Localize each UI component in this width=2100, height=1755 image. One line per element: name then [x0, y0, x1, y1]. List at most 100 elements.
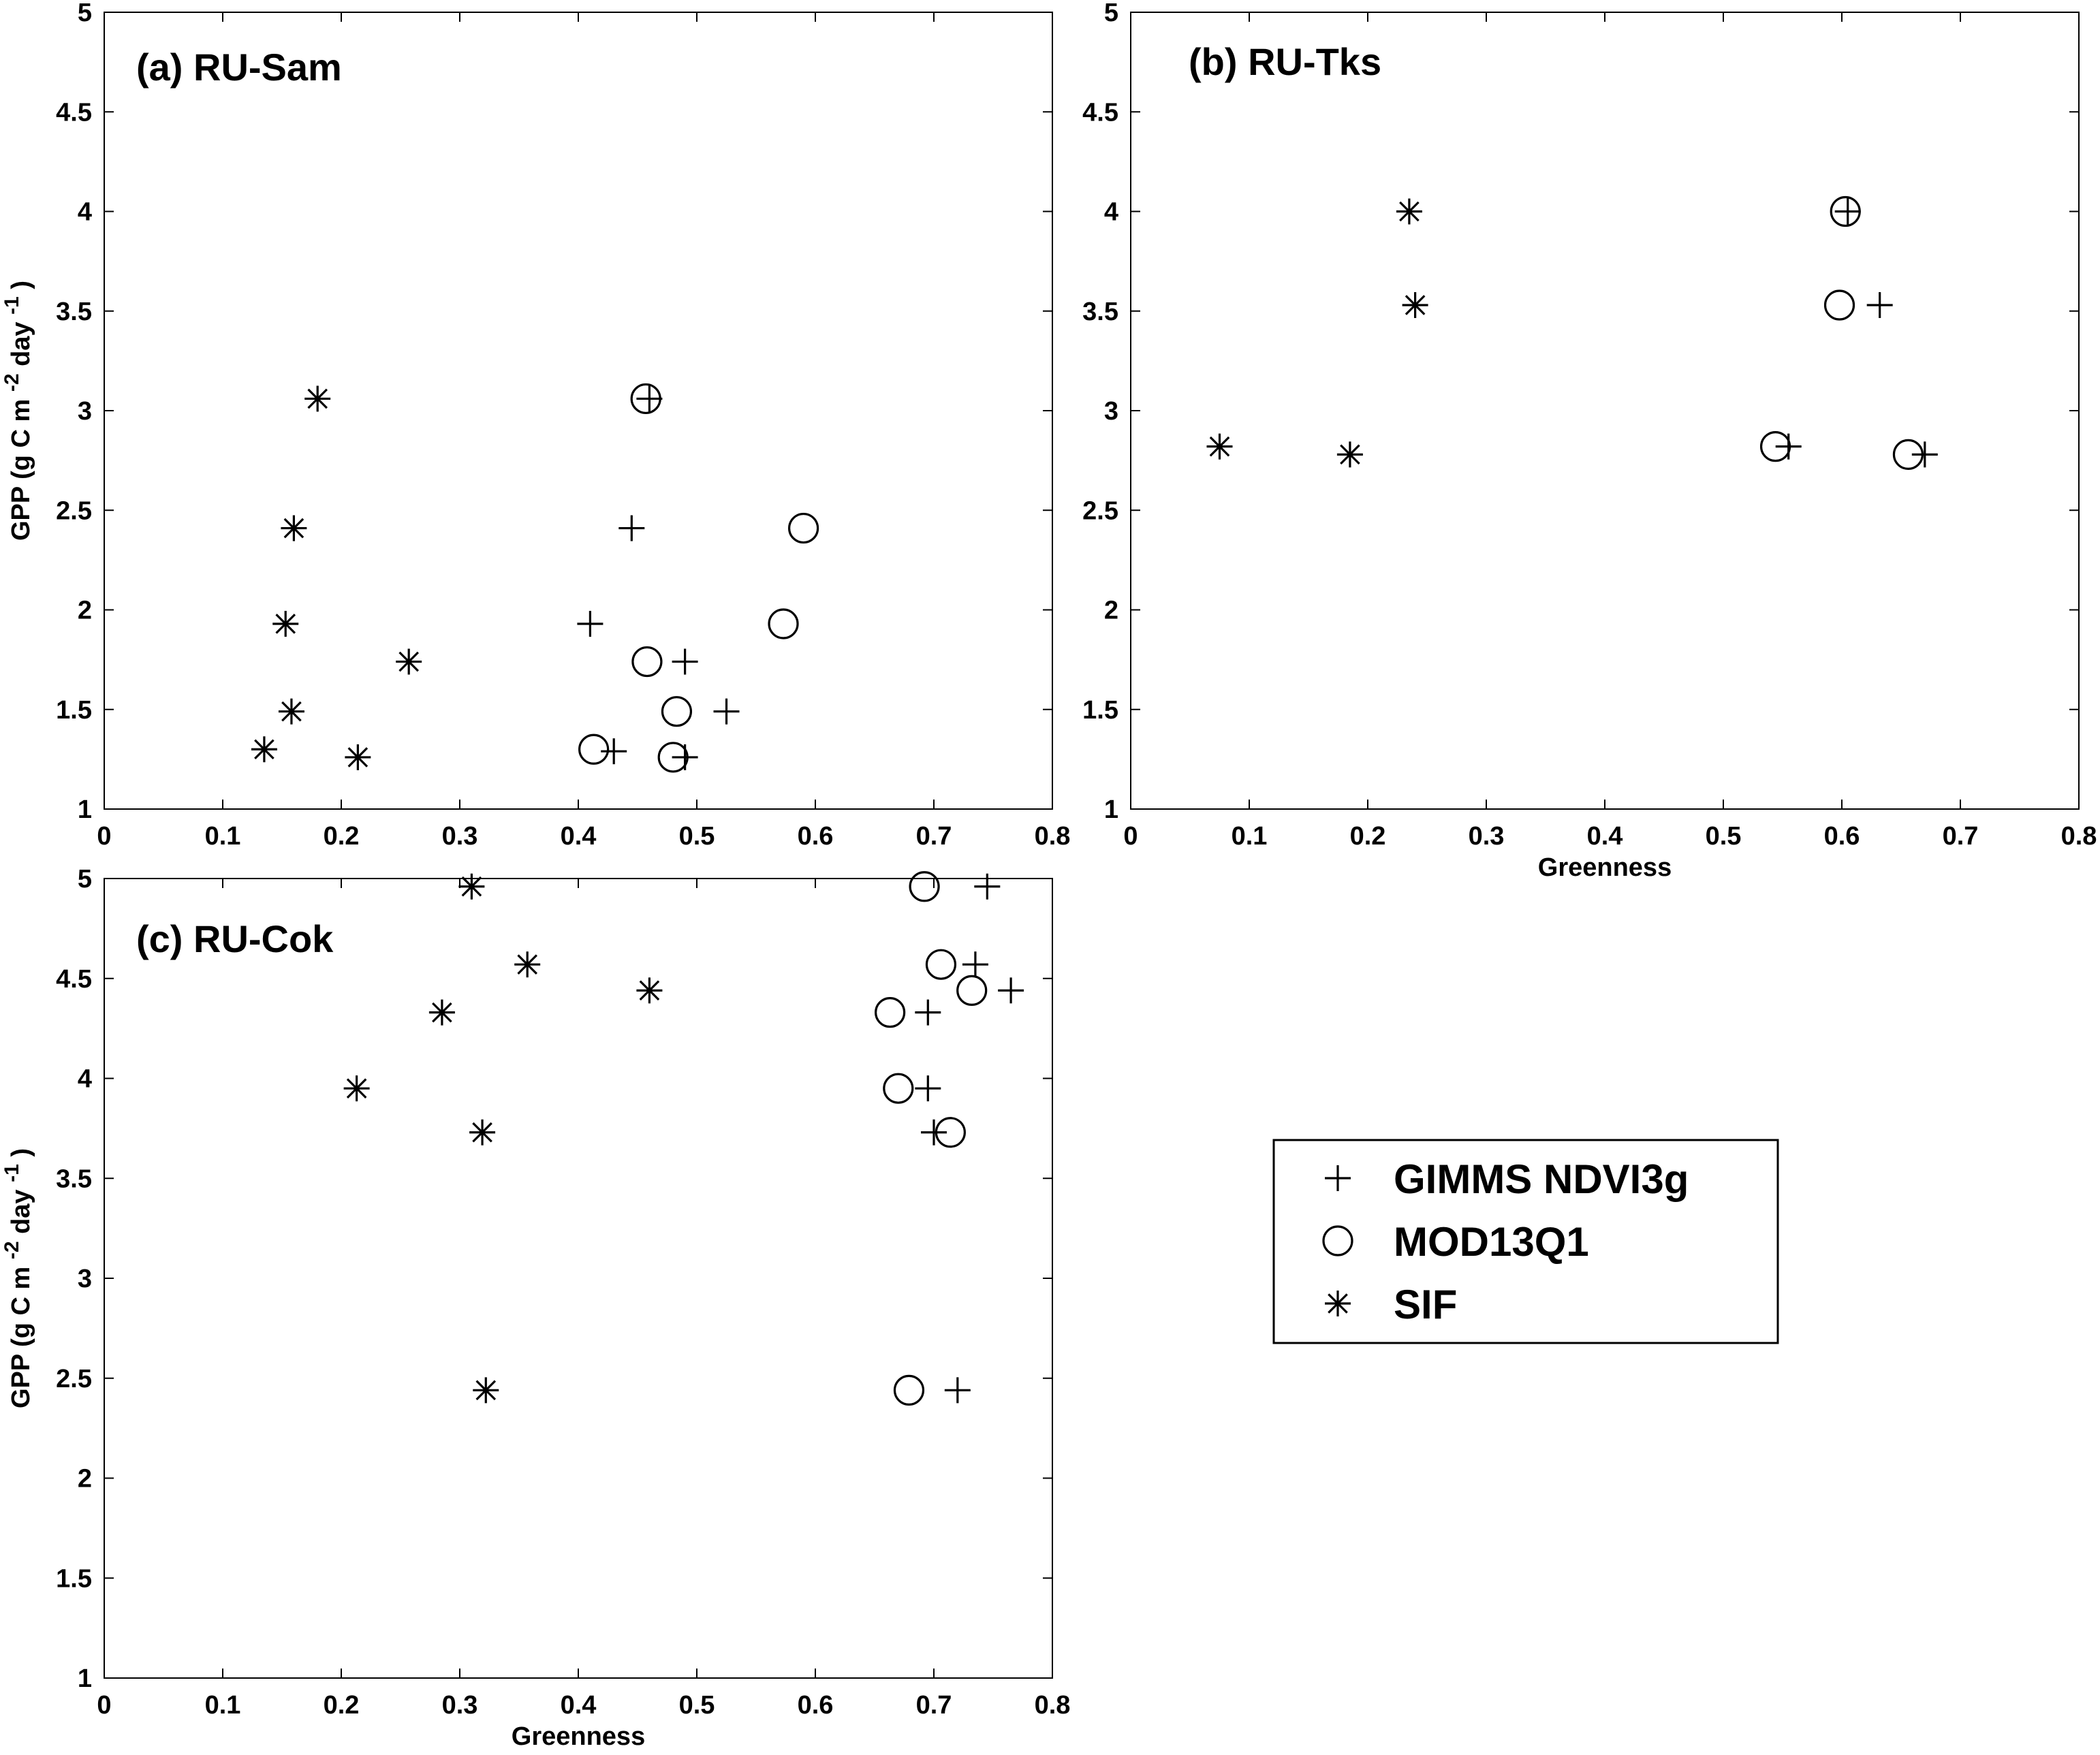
panel-title: (c) RU-Cok	[136, 917, 334, 960]
y-tick-label: 3.5	[1082, 298, 1118, 326]
data-point-plus	[921, 1119, 947, 1145]
data-point-circle	[1892, 439, 1924, 470]
panel-title: (b) RU-Tks	[1189, 40, 1381, 83]
data-point-plus	[577, 610, 604, 637]
y-tick-label: 2.5	[56, 1365, 92, 1393]
data-point-plus	[962, 951, 988, 978]
data-point-circle	[1759, 431, 1791, 462]
data-point-circle	[631, 646, 663, 678]
data-point-star	[469, 1119, 496, 1145]
data-point-star	[1402, 291, 1428, 318]
data-point-circle	[1830, 195, 1861, 227]
data-point-plus	[636, 385, 663, 412]
legend-label: MOD13Q1	[1394, 1219, 1589, 1265]
x-tick-label: 0.6	[1824, 822, 1860, 851]
x-tick-label: 0.2	[1350, 822, 1386, 851]
series-star	[1206, 198, 1428, 468]
legend-label: SIF	[1394, 1282, 1457, 1327]
plot-area-frame	[104, 878, 1053, 1679]
x-axis-label: Greenness	[1538, 853, 1672, 882]
x-tick-label: 0.7	[916, 822, 952, 851]
y-tick-label: 4.5	[1082, 98, 1118, 127]
data-point-circle	[657, 742, 689, 773]
data-point-circle	[883, 1073, 914, 1104]
data-point-plus	[915, 999, 941, 1026]
data-point-star	[343, 1075, 370, 1102]
y-tick-label: 5	[78, 865, 92, 894]
y-tick-label: 5	[78, 0, 92, 27]
data-point-circle	[893, 1374, 925, 1406]
data-point-star	[636, 977, 663, 1004]
y-tick-label: 3.5	[56, 298, 92, 326]
data-point-star	[278, 698, 304, 725]
legend-marker-circle	[1322, 1225, 1353, 1256]
x-tick-label: 0.7	[916, 1691, 952, 1720]
series-circle	[1759, 195, 1924, 470]
x-tick-label: 0.2	[324, 822, 360, 851]
x-tick-label: 0.1	[205, 1691, 241, 1720]
data-point-plus	[618, 515, 645, 541]
y-tick-label: 4	[78, 198, 92, 227]
y-tick-label: 1	[1104, 795, 1118, 824]
data-point-star	[1336, 441, 1363, 468]
data-point-plus	[672, 648, 698, 675]
y-tick-label: 2	[1104, 597, 1118, 625]
data-point-star	[304, 385, 331, 412]
x-tick-label: 0	[97, 1691, 111, 1720]
x-tick-label: 0.5	[679, 1691, 715, 1720]
data-point-plus	[1834, 198, 1861, 225]
data-point-star	[281, 515, 307, 541]
x-tick-label: 0.8	[2061, 822, 2097, 851]
data-point-plus	[713, 698, 740, 725]
y-tick-label: 3.5	[56, 1165, 92, 1193]
data-point-plus	[974, 873, 1001, 900]
series-plus	[577, 385, 740, 770]
data-point-circle	[935, 1117, 966, 1148]
y-axis-label: GPP (g C m -2 day -1 )	[1, 1148, 35, 1408]
plot-area-frame	[104, 12, 1053, 810]
y-tick-label: 4	[1104, 198, 1118, 227]
data-point-star	[272, 610, 299, 637]
data-point-star	[428, 999, 455, 1026]
data-point-star	[345, 744, 371, 770]
series-circle	[578, 383, 819, 773]
y-tick-label: 1.5	[56, 696, 92, 725]
legend: GIMMS NDVI3g MOD13Q1 SIF	[1272, 1139, 1779, 1344]
data-point-circle	[909, 871, 940, 902]
panel-c-ru-cok: 0 0.1 0.2 0.3 0.4 0.5 0.6 0.7 0.8 1 1.5 2 2.5 3 3.5 4 4.…	[1, 865, 1070, 1751]
x-tick-label: 0.3	[442, 1691, 478, 1720]
y-tick-label: 1.5	[56, 1564, 92, 1593]
y-axis-label: GPP (g C m -2 day -1 )	[1, 281, 35, 541]
y-tick-label: 3	[1104, 397, 1118, 426]
data-point-star	[251, 736, 277, 763]
legend-label: GIMMS NDVI3g	[1394, 1156, 1689, 1202]
data-point-plus	[998, 977, 1024, 1004]
x-tick-label: 0.8	[1035, 822, 1071, 851]
legend-marker-plus	[1325, 1165, 1351, 1191]
data-point-plus	[1911, 441, 1938, 468]
data-point-plus	[601, 738, 627, 765]
x-tick-label: 0.2	[324, 1691, 360, 1720]
y-tick-label: 5	[1104, 0, 1118, 27]
data-point-plus	[944, 1377, 971, 1404]
legend-marker-star	[1325, 1291, 1351, 1316]
data-point-circle	[578, 733, 610, 765]
data-point-circle	[925, 949, 957, 980]
data-point-circle	[661, 696, 693, 727]
x-tick-label: 0.1	[1232, 822, 1268, 851]
x-tick-label: 0	[97, 822, 111, 851]
data-point-star	[396, 648, 422, 675]
x-tick-label: 0.4	[561, 1691, 597, 1720]
data-point-circle	[1823, 289, 1855, 321]
panel-a-ru-sam: 0 0.1 0.2 0.3 0.4 0.5 0.6 0.7 0.8 1 1.5 2 2.5 3 3.5 4 4.…	[1, 0, 1070, 851]
legend-box	[1272, 1139, 1779, 1344]
data-point-plus	[1775, 433, 1802, 460]
panel-b-ru-tks: 0 0.1 0.2 0.3 0.4 0.5 0.6 0.7 0.8 1 1.5 2 2.5 3 3.5 4 4.…	[1082, 0, 2097, 882]
data-point-star	[1206, 433, 1233, 460]
series-circle	[875, 871, 988, 1406]
data-point-circle	[956, 975, 988, 1006]
y-tick-label: 2.5	[56, 496, 92, 525]
x-tick-label: 0.6	[798, 1691, 834, 1720]
x-tick-label: 0.5	[1706, 822, 1742, 851]
